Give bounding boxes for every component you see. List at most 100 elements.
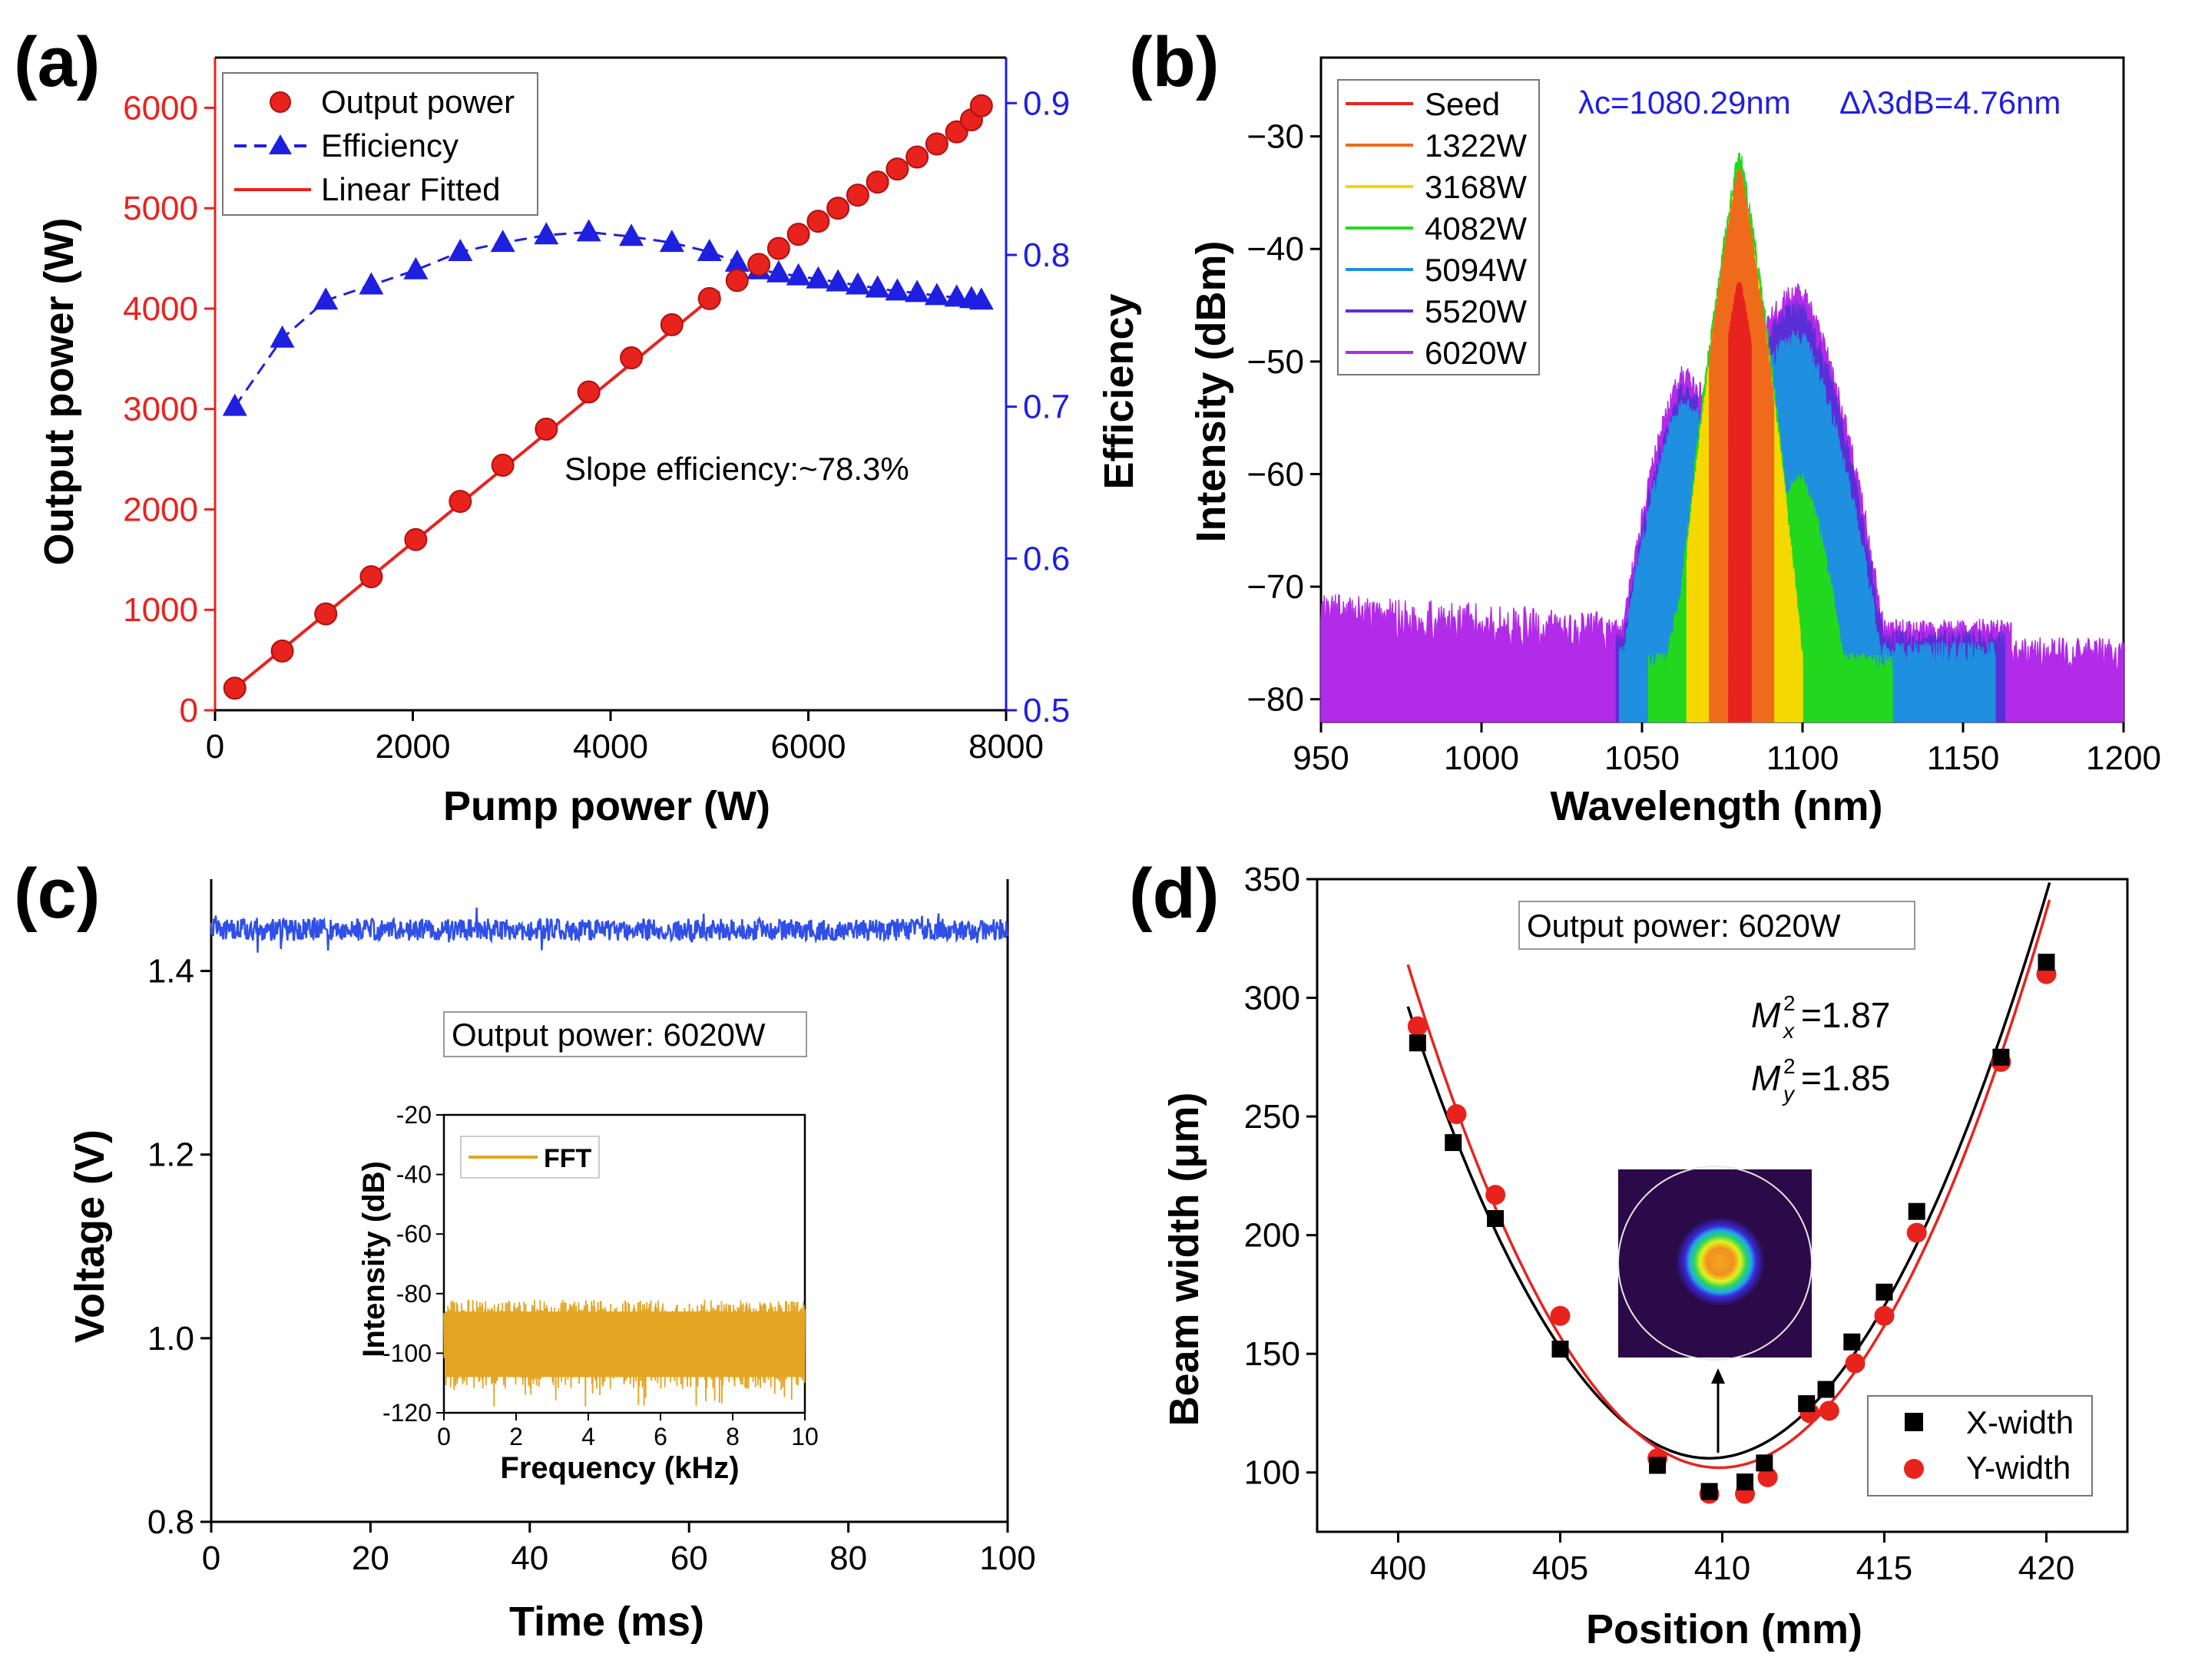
a-output-power-point: [886, 157, 909, 181]
panel-a-xlabel: Pump power (W): [443, 783, 770, 829]
panel-a-plot-area: 0 2000 4000 6000 8000 0 1000 2000 3000 4000 5000 60…: [123, 56, 1070, 766]
a-efficiency-point: [845, 272, 870, 295]
d-x-width-point: [1700, 1483, 1718, 1500]
a-xtick-label: 0: [206, 728, 224, 766]
d-y-width-point: [1845, 1353, 1866, 1374]
c-ytick-label: 1.0: [147, 1320, 194, 1358]
a-xtick-label: 2000: [376, 728, 451, 766]
a-output-power-point: [846, 184, 869, 207]
a-output-power-point: [223, 676, 247, 700]
a-y2tick-label: 0.7: [1023, 389, 1070, 426]
inset-legend-fft: FFT: [544, 1144, 592, 1173]
panel-d: (d) 400 405 410 415 420 100 150 200 250 300 350 Be…: [1129, 855, 2129, 1652]
d-x-width-point: [1798, 1395, 1816, 1413]
a-output-power-point: [660, 313, 684, 336]
a-efficiency-point: [576, 219, 601, 242]
legend-y-width: Y-width: [1966, 1450, 2071, 1486]
inset-ytick-label: -100: [382, 1339, 432, 1367]
b-ytick-label: −70: [1246, 568, 1304, 606]
a-efficiency-point: [766, 260, 791, 283]
d-xtick-label: 400: [1370, 1549, 1426, 1587]
a-output-power-point: [359, 565, 383, 589]
a-output-power-point: [270, 639, 294, 663]
panel-b-xlabel: Wavelength (nm): [1550, 783, 1882, 829]
inset-ytick-label: -120: [382, 1399, 432, 1427]
a-output-power-point: [826, 197, 850, 220]
d-X-fit: [1406, 882, 2051, 1460]
d-y-width-point: [1550, 1305, 1571, 1326]
svg-text:2: 2: [1783, 1054, 1796, 1078]
b-legend-5520W: 5520W: [1425, 293, 1527, 329]
a-ytick-label: 0: [180, 692, 198, 729]
legend-x-width: X-width: [1966, 1404, 2074, 1440]
panel-b-ylabel: Intensity (dBm): [1188, 240, 1234, 542]
panel-d-annotation: Output power: 6020W: [1527, 908, 1841, 944]
d-xtick-label: 410: [1694, 1549, 1750, 1587]
legend-output-power-marker: [270, 91, 291, 113]
svg-text:2: 2: [1783, 991, 1796, 1015]
inset-ytick-label: -80: [396, 1280, 432, 1308]
c-ytick-label: 1.4: [147, 953, 194, 990]
panel-a-legend: Output power Efficiency Linear Fitted: [222, 72, 538, 216]
panel-a-ylabel2: Efficiency: [1096, 293, 1142, 489]
legend-output-power: Output power: [321, 84, 515, 120]
a-output-power-point: [535, 417, 558, 441]
a-output-power-point: [945, 120, 968, 144]
svg-text:x: x: [1782, 1019, 1795, 1043]
legend-y-width-marker: [1904, 1459, 1924, 1479]
b-xtick-label: 1150: [1927, 739, 2000, 777]
panel-d-plot-area: 400 405 410 415 420 100 150 200 250 300 350: [1244, 861, 2129, 1587]
a-ytick-label: 1000: [123, 591, 198, 629]
legend-x-width-marker: [1905, 1413, 1923, 1431]
legend-efficiency: Efficiency: [321, 127, 459, 164]
panel-c-plot-area: 0 20 40 60 80 1000.81.01.21.4: [147, 879, 1036, 1577]
a-output-power-point: [806, 210, 830, 233]
a-output-power-point: [314, 602, 338, 626]
a-efficiency-point: [270, 325, 295, 348]
panel-d-label: (d): [1129, 855, 1219, 933]
inset-xtick-label: 2: [509, 1423, 523, 1450]
c-xtick-label: 40: [511, 1539, 548, 1577]
panel-a: (a) 0 2000 4000 6000 8000 0 1000 2000 3000 4000 50…: [14, 23, 1142, 829]
panel-b-plot-area: 950 1000 1050 1100 1150 1200 −80 −70 −60 −50 −40 −3…: [1246, 56, 2161, 777]
d-xtick-label: 420: [2018, 1549, 2074, 1587]
a-output-power-point: [449, 490, 472, 513]
d-y-width-point: [1906, 1222, 1927, 1243]
inset-legend: FFT: [460, 1136, 600, 1179]
m2-y: M 2 y =1.85: [1751, 1054, 1890, 1106]
a-efficiency-line: [233, 230, 982, 408]
panel-c-label: (c): [14, 855, 100, 933]
d-y-width-point: [1874, 1305, 1895, 1326]
inset-fft-trace: [443, 1299, 806, 1407]
b-xtick-label: 1200: [2086, 739, 2161, 777]
c-xtick-label: 100: [979, 1539, 1035, 1577]
a-output-power-point: [577, 380, 601, 404]
b-legend-6020W: 6020W: [1425, 335, 1527, 371]
panel-c: (c) 0 20 40 60 80 1000.81.01.21.4 Voltage (V)…: [14, 855, 1036, 1645]
a-y2tick-label: 0.8: [1023, 236, 1070, 274]
a-efficiency-point: [659, 230, 684, 253]
m2-y-value: =1.85: [1801, 1058, 1890, 1098]
a-efficiency-point: [490, 230, 515, 253]
a-output-power-point: [925, 132, 948, 156]
inset-xtick-label: 10: [791, 1423, 819, 1450]
a-efficiency-point: [905, 279, 930, 303]
d-ytick-label: 250: [1244, 1098, 1300, 1136]
a-efficiency-point: [697, 239, 722, 262]
d-y-width-point: [1819, 1401, 1839, 1421]
panel-b: (b) 950 1000 1050 1100 1150 1200 −80 −70 −60 −50 −…: [1129, 23, 2161, 829]
d-x-width-point: [1843, 1333, 1861, 1351]
a-efficiency-point: [885, 278, 910, 301]
a-output-power-point: [786, 223, 810, 246]
d-y-width-point: [1446, 1104, 1467, 1124]
d-Y-fit: [1406, 899, 2051, 1470]
panel-c-ylabel: Voltage (V): [67, 1129, 113, 1343]
a-efficiency-point: [944, 284, 969, 307]
a-ytick-label: 3000: [123, 391, 198, 428]
a-output-power-point: [491, 453, 515, 477]
d-y-width-point: [1757, 1467, 1778, 1487]
c-ytick-label: 1.2: [147, 1136, 194, 1174]
a-xtick-label: 8000: [968, 728, 1044, 766]
b-legend-3168W: 3168W: [1425, 169, 1527, 205]
